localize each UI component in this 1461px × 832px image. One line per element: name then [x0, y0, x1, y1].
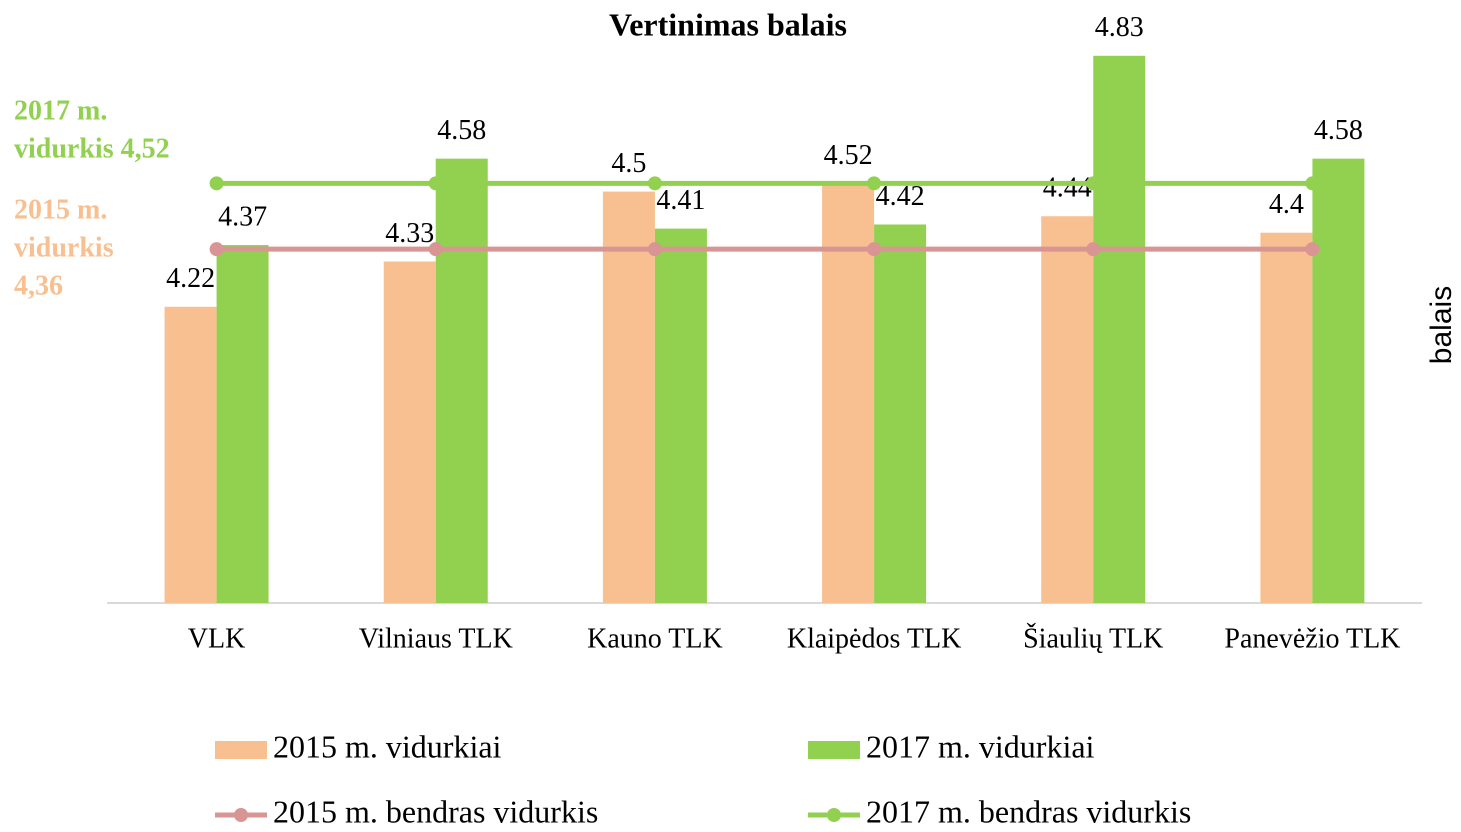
- x-tick-label: Šiaulių TLK: [1023, 623, 1163, 654]
- avg-marker: [1086, 242, 1101, 257]
- x-tick-label: VLK: [188, 623, 246, 654]
- bar: [216, 245, 269, 604]
- annotation: 2017 m.: [14, 95, 107, 126]
- x-tick-label: Panevėžio TLK: [1224, 623, 1400, 654]
- value-label: 4.42: [876, 181, 925, 212]
- legend-label: 2015 m. vidurkiai: [273, 728, 502, 764]
- avg-marker: [647, 176, 662, 191]
- value-label: 4.41: [656, 185, 705, 216]
- x-tick-label: Vilniaus TLK: [359, 623, 513, 654]
- value-label: 4.5: [611, 148, 646, 179]
- legend-label: 2017 m. bendras vidurkis: [866, 793, 1191, 829]
- value-label: 4.58: [437, 115, 486, 146]
- bar: [602, 191, 655, 604]
- value-label: 4.4: [1269, 189, 1304, 220]
- bar: [1093, 55, 1146, 604]
- bar: [654, 228, 707, 603]
- bar: [1260, 232, 1313, 603]
- avg-marker: [1305, 176, 1320, 191]
- value-label: 4.44: [1043, 173, 1092, 204]
- avg-marker: [1305, 242, 1320, 257]
- value-label: 4.52: [824, 140, 873, 171]
- legend-swatch: [808, 741, 860, 759]
- value-label: 4.83: [1095, 12, 1144, 43]
- bar: [164, 306, 217, 603]
- value-label: 4.22: [166, 263, 215, 294]
- legend-swatch: [215, 741, 267, 759]
- y-axis-label: balais: [1425, 286, 1458, 364]
- legend-swatch: [827, 808, 841, 822]
- bar: [822, 183, 875, 604]
- avg-marker: [428, 176, 443, 191]
- bar: [435, 158, 488, 603]
- value-label: 4.58: [1314, 115, 1363, 146]
- legend-label: 2017 m. vidurkiai: [866, 728, 1095, 764]
- avg-marker: [428, 242, 443, 257]
- x-tick-label: Kauno TLK: [587, 623, 723, 654]
- legend-label: 2015 m. bendras vidurkis: [273, 793, 598, 829]
- bar: [1041, 216, 1094, 603]
- avg-marker: [647, 242, 662, 257]
- bar: [874, 224, 927, 603]
- avg-marker: [867, 176, 882, 191]
- annotation: 2015 m.: [14, 194, 107, 225]
- x-tick-label: Klaipėdos TLK: [787, 623, 961, 654]
- chart-title: Vertinimas balais: [609, 6, 847, 42]
- value-label: 4.37: [218, 201, 267, 232]
- annotation: vidurkis 4,52: [14, 133, 170, 164]
- avg-marker: [209, 176, 224, 191]
- avg-marker: [1086, 176, 1101, 191]
- legend-swatch: [234, 808, 248, 822]
- avg-marker: [867, 242, 882, 257]
- value-label: 4.33: [385, 218, 434, 249]
- bar: [1312, 158, 1365, 603]
- avg-marker: [209, 242, 224, 257]
- bar: [383, 261, 436, 603]
- annotation: 4,36: [14, 270, 63, 301]
- annotation: vidurkis: [14, 232, 114, 263]
